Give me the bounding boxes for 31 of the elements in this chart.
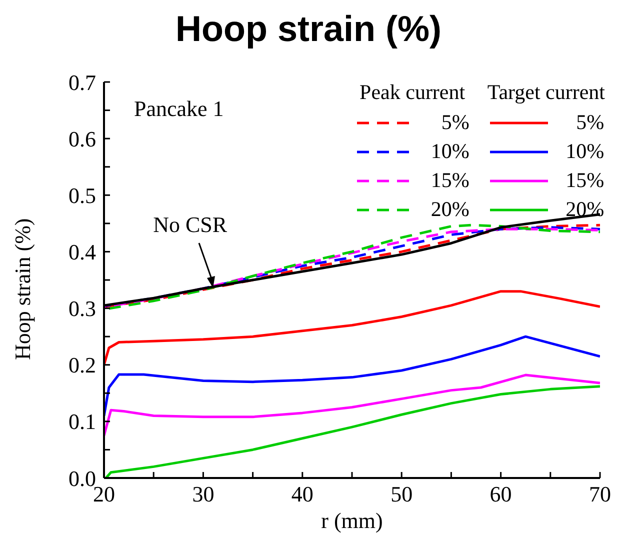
y-tick-label: 0.7 [68,70,96,95]
line-series [104,335,600,418]
legend-label: 5% [575,110,604,135]
annotation: Target current [487,80,605,106]
y-tick-label: 0.1 [68,409,96,434]
y-tick-label: 0.6 [68,126,96,152]
legend-label: 5% [440,110,470,135]
line-series [104,290,600,366]
legend-label: 10% [564,139,604,164]
y-tick-label: 0.5 [68,182,96,208]
y-tick-label: 0.2 [68,352,96,378]
y-tick-label: 0.4 [68,240,96,265]
annotation: No CSR [153,212,228,238]
x-tick-label: 50 [390,482,413,507]
y-axis-title: Hoop strain (%) [10,218,35,360]
x-tick-label: 40 [291,482,314,507]
legend-label: 20% [430,197,470,222]
chart-title: Hoop strain (%) [174,8,442,50]
x-tick-label: 70 [589,482,611,507]
legend-label: 15% [430,168,470,193]
y-tick-label: 0.0 [68,466,96,491]
legend-label: 15% [564,168,604,193]
legend-label: 20% [564,197,604,222]
x-tick-label: 30 [192,482,214,507]
x-axis-title: r (mm) [321,508,383,533]
line-series [104,374,600,437]
y-tick-label: 0.3 [68,296,96,322]
annotation: Pancake 1 [134,96,224,122]
legend-label: 10% [430,139,470,164]
annotation: Peak current [360,80,466,106]
x-tick-label: 60 [490,482,512,507]
